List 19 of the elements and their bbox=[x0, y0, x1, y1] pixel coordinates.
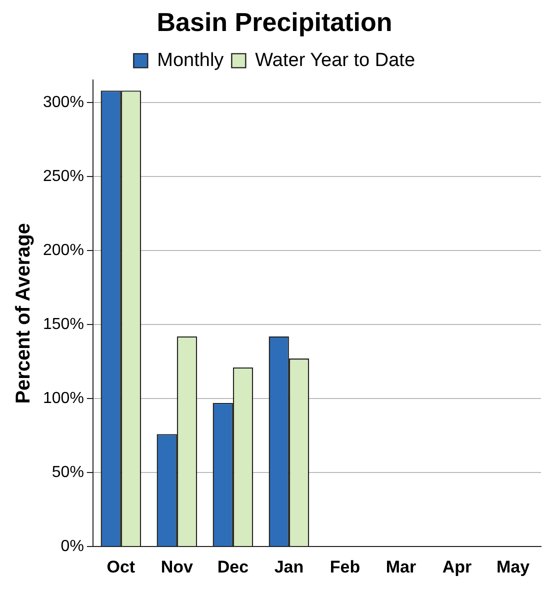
x-tick-label: May bbox=[496, 557, 530, 576]
x-tick-label: Feb bbox=[330, 557, 360, 576]
y-tick-label: 150% bbox=[43, 316, 84, 333]
chart-title: Basin Precipitation bbox=[156, 6, 392, 37]
x-tick-label: Oct bbox=[106, 557, 136, 576]
y-tick-label: 0% bbox=[60, 538, 84, 556]
y-tick-label: 50% bbox=[52, 464, 84, 481]
x-tick-label: Nov bbox=[160, 557, 194, 576]
legend-label: Water Year to Date bbox=[255, 50, 416, 71]
y-tick-label: 300% bbox=[43, 94, 84, 111]
legend-label: Monthly bbox=[157, 50, 224, 71]
y-tick-label: 250% bbox=[43, 168, 84, 185]
y-axis-title: Percent of Average bbox=[12, 222, 35, 404]
x-tick-label: Jan bbox=[274, 557, 304, 576]
x-tick-label: Dec bbox=[217, 557, 249, 576]
x-tick-label: Mar bbox=[386, 557, 416, 576]
y-tick-label: 200% bbox=[43, 242, 84, 259]
x-tick-label: Apr bbox=[442, 557, 472, 576]
y-tick-label: 100% bbox=[43, 390, 84, 407]
